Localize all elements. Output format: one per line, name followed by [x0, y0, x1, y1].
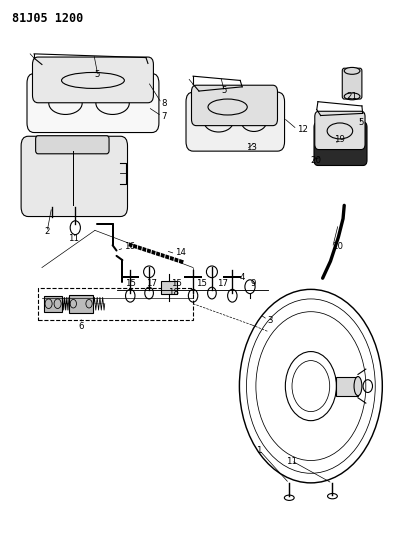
- Ellipse shape: [354, 376, 362, 395]
- Ellipse shape: [344, 67, 360, 74]
- Text: 2: 2: [44, 228, 50, 237]
- Bar: [69, 295, 93, 313]
- Text: 10: 10: [333, 242, 344, 251]
- FancyBboxPatch shape: [191, 85, 277, 126]
- Bar: [44, 296, 61, 312]
- Text: 15: 15: [125, 279, 136, 288]
- FancyBboxPatch shape: [186, 92, 284, 151]
- Text: 11: 11: [286, 457, 297, 466]
- Text: 5: 5: [94, 70, 100, 78]
- FancyBboxPatch shape: [21, 136, 128, 216]
- Text: 9: 9: [251, 279, 256, 288]
- Text: 13: 13: [247, 143, 257, 152]
- Text: 81J05 1200: 81J05 1200: [13, 12, 84, 26]
- Text: 17: 17: [146, 279, 157, 288]
- Bar: [161, 281, 177, 294]
- Text: 20: 20: [311, 156, 322, 165]
- Text: 3: 3: [268, 316, 273, 325]
- Text: 17: 17: [217, 279, 229, 288]
- Text: 19: 19: [335, 135, 345, 144]
- FancyBboxPatch shape: [32, 57, 153, 103]
- Bar: [38, 288, 193, 320]
- Text: 21: 21: [346, 92, 357, 101]
- Text: 18: 18: [168, 287, 179, 296]
- FancyBboxPatch shape: [315, 111, 365, 150]
- FancyBboxPatch shape: [35, 136, 109, 154]
- FancyBboxPatch shape: [27, 74, 159, 133]
- Text: 12: 12: [297, 125, 308, 134]
- Text: 5: 5: [359, 118, 364, 127]
- FancyBboxPatch shape: [342, 68, 362, 99]
- Text: 5: 5: [222, 85, 227, 94]
- Text: 11: 11: [68, 234, 79, 243]
- Text: 8: 8: [162, 99, 167, 108]
- Text: 14: 14: [175, 248, 186, 257]
- Text: 15: 15: [196, 279, 207, 288]
- Text: 15: 15: [171, 279, 182, 288]
- Bar: [336, 376, 358, 395]
- Text: 1: 1: [256, 447, 262, 456]
- Text: 6: 6: [78, 321, 84, 330]
- Text: 7: 7: [162, 111, 167, 120]
- FancyBboxPatch shape: [314, 122, 367, 165]
- Text: 16: 16: [125, 242, 136, 251]
- Text: 4: 4: [240, 273, 245, 281]
